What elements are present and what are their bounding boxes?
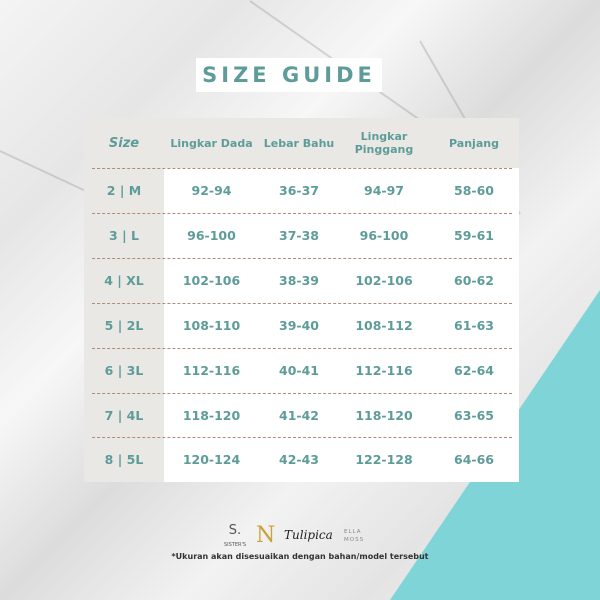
size-label: 6 | 3L: [104, 362, 144, 378]
measurement-cell: 41-42: [279, 407, 319, 423]
row-divider: [92, 168, 512, 169]
measurement-cell: 102-106: [355, 272, 413, 288]
header-cell: Lingkar Pinggang: [354, 130, 414, 156]
measurement-cell: 38-39: [279, 272, 319, 288]
n-logo: N: [256, 523, 276, 548]
measurement-cell: 118-120: [182, 407, 241, 423]
measurement-cell: 37-38: [279, 227, 319, 243]
measurement-cell: 42-43: [279, 452, 319, 468]
header-cell: Lebar Bahu: [263, 136, 335, 150]
measurement-cell: 120-124: [182, 452, 241, 468]
brand-logos: S. SISTER'S N Tulipica ELLA MOSS: [220, 524, 390, 550]
measurement-cell: 64-66: [454, 452, 494, 468]
measurement-cell: 36-37: [279, 183, 319, 198]
measurement-cell: 40-41: [279, 362, 319, 378]
size-note: *Ukuran akan disesuaikan dengan bahan/mo…: [171, 552, 429, 561]
row-divider: [92, 347, 512, 349]
measurement-cell: 118-120: [355, 407, 413, 423]
measurement-cell: 60-62: [454, 272, 494, 288]
measurement-cell: 59-61: [454, 227, 494, 243]
measurement-cell: 61-63: [454, 317, 494, 333]
measurement-cell: 112-116: [182, 362, 241, 378]
measurement-cell: 102-106: [182, 272, 241, 288]
row-divider: [92, 257, 512, 259]
measurement-cell: 96-100: [359, 227, 409, 243]
measurement-cell: 108-112: [355, 317, 413, 333]
size-label: 7 | 4L: [104, 407, 144, 423]
size-column-bg: [84, 118, 164, 482]
header-cell: Panjang: [449, 136, 499, 150]
measurement-cell: 39-40: [279, 317, 319, 333]
header-cell: Size: [108, 135, 140, 151]
measurement-cell: 92-94: [191, 183, 232, 198]
header-cell: Lingkar Dada: [170, 136, 253, 150]
measurement-cell: 122-128: [355, 452, 413, 468]
tulipica-logo: Tulipica: [284, 528, 333, 542]
measurement-cell: 63-65: [454, 407, 494, 423]
table-header: [84, 118, 519, 168]
measurement-cell: 58-60: [454, 183, 494, 198]
measurement-cell: 62-64: [454, 362, 494, 378]
row-divider: [92, 302, 512, 304]
size-label: 3 | L: [109, 227, 139, 243]
page-title: SIZE GUIDE: [196, 58, 382, 92]
row-divider: [92, 437, 512, 439]
row-divider: [92, 212, 512, 214]
sisters-logo: S. SISTER'S: [223, 523, 247, 549]
size-label: 8 | 5L: [104, 452, 144, 468]
ella-moss-logo: ELLA MOSS: [344, 529, 365, 543]
row-divider: [92, 392, 512, 394]
measurement-cell: 96-100: [187, 227, 236, 243]
measurement-cell: 112-116: [355, 362, 413, 378]
size-label: 4 | XL: [104, 272, 144, 288]
size-table: Size Lingkar Dada Lebar Bahu Lingkar Pingga…: [84, 118, 519, 482]
size-label: 5 | 2L: [104, 317, 144, 333]
size-label: 2 | M: [106, 183, 142, 198]
measurement-cell: 108-110: [182, 317, 241, 333]
measurement-cell: 94-97: [364, 183, 404, 198]
